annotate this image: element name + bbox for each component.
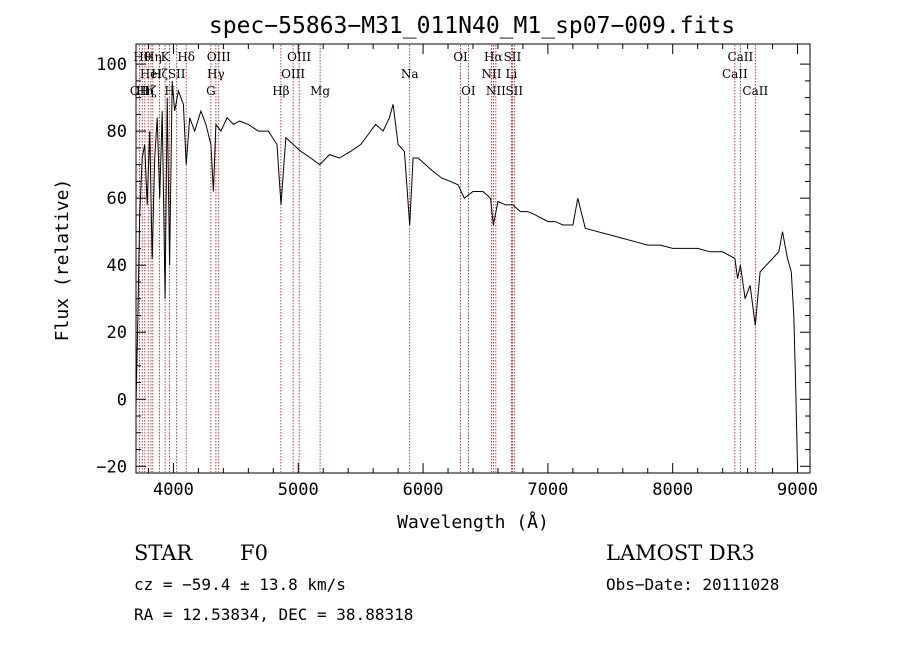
y-tick-label: 60 — [107, 189, 127, 209]
spectral-line-label: G — [206, 84, 216, 98]
y-axis-ticks: −20 0 20 40 60 80 100 — [96, 55, 810, 477]
spectral-line-label: Hζ — [140, 84, 157, 98]
x-tick-label: 8000 — [652, 480, 693, 500]
spectral-line-label: OIII — [287, 50, 311, 64]
survey-label: LAMOST DR3 — [606, 541, 755, 565]
y-tick-label: 20 — [107, 323, 127, 343]
spectral-line-markers — [139, 45, 756, 472]
y-tick-label: 80 — [107, 122, 127, 142]
spectral-line-label: SII — [168, 67, 186, 81]
spectral-line-label: CaII — [722, 67, 748, 81]
x-axis-label: Wavelength (Å) — [397, 511, 549, 533]
spectral-line-label: Hη — [144, 50, 162, 64]
spectral-line-label: NII — [481, 67, 501, 81]
class-label: STAR — [134, 541, 193, 565]
x-tick-label: 4000 — [153, 480, 194, 500]
spectral-line-label: HeI — [140, 67, 163, 81]
spectrum-line — [135, 80, 798, 467]
spectral-line-label: OIII — [207, 50, 231, 64]
spectral-line-label: Mg — [310, 84, 330, 98]
spectral-line-label: Hδ — [177, 50, 195, 64]
y-tick-label: −20 — [96, 457, 127, 477]
y-tick-label: 40 — [107, 256, 127, 276]
subclass-label: F0 — [240, 541, 268, 565]
redshift-readout: cz = −59.4 ± 13.8 km/s — [134, 575, 346, 594]
chart-title: spec−55863−M31_011N40_M1_sp07−009.fits — [209, 13, 735, 39]
spectrum-series — [135, 80, 798, 467]
y-axis-label: Flux (relative) — [52, 179, 73, 342]
spectral-line-label: Hθ — [133, 50, 151, 64]
y-tick-label: 100 — [96, 55, 127, 75]
spectral-line-label: OII — [130, 84, 150, 98]
spectral-line-label: Hβ — [272, 84, 289, 98]
spectral-line-label: Hη — [136, 84, 154, 98]
spectral-line-label: CaII — [727, 50, 753, 64]
obs-date-readout: Obs−Date: 20111028 — [606, 575, 779, 594]
spectral-line-labels: OIIHθHηHζHeIHηHζKHSIIHδGHγOIIIHβOIIIOIII… — [130, 50, 769, 98]
spectral-line-label: SII — [504, 50, 522, 64]
y-tick-label: 0 — [117, 390, 127, 410]
spectral-line-label: OI — [461, 84, 476, 98]
spectral-line-label: CaII — [742, 84, 768, 98]
spectral-line-label: Hζ — [151, 67, 168, 81]
spectral-line-label: Li — [506, 67, 518, 81]
spectral-line-label: Hα — [484, 50, 503, 64]
spectral-line-label: H — [164, 84, 174, 98]
spectral-line-label: Hγ — [207, 67, 225, 81]
x-tick-label: 6000 — [403, 480, 444, 500]
spectral-line-label: OI — [453, 50, 468, 64]
x-tick-label: 9000 — [777, 480, 818, 500]
coordinates-readout: RA = 12.53834, DEC = 38.88318 — [134, 605, 413, 624]
spectral-line-label: K — [161, 50, 171, 64]
spectral-line-label: NII — [486, 84, 506, 98]
spectral-line-label: Na — [401, 67, 419, 81]
x-tick-label: 7000 — [527, 480, 568, 500]
x-tick-label: 5000 — [278, 480, 319, 500]
spectral-line-label: OIII — [281, 67, 305, 81]
spectral-line-label: SII — [505, 84, 523, 98]
x-axis-ticks: 4000 5000 6000 7000 8000 9000 — [147, 44, 818, 500]
plot-frame — [135, 43, 811, 474]
